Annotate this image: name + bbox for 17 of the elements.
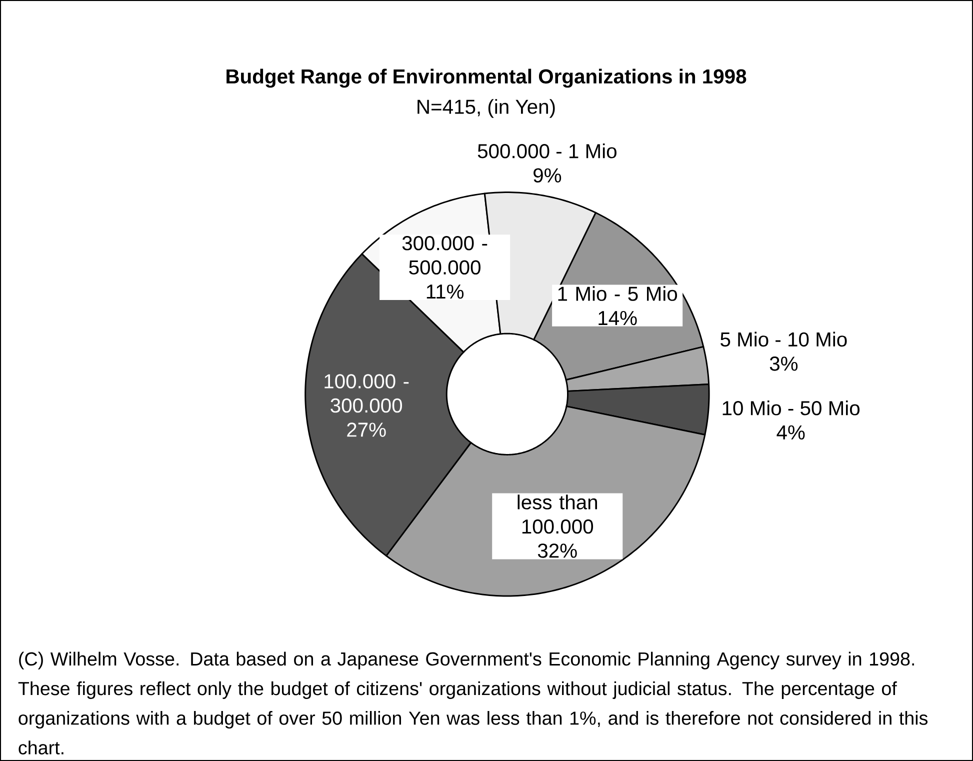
data-label: 14%	[598, 310, 637, 326]
text: (C) Wilhelm Vosse. Data based on a Japanese Government's Economic Planning Agency survey in 1998. These figures reflect only the budget of citizens' organizations without judicial status. The percentage of organizations with a budget of over 50 million Yen was less than 1%, and is therefore not considered in this chart.	[18, 652, 928, 754]
slice-label: less than 100.000	[518, 494, 598, 534]
data-label: 3%	[770, 356, 798, 371]
slice-label: 10 Mio - 50 Mio	[722, 400, 860, 416]
slice-label: 300.000 - 500.000	[402, 236, 488, 275]
chart-subtitle: N=415, (in Yen)	[418, 99, 555, 118]
data-label: 9%	[534, 168, 562, 182]
data-label: 4%	[776, 425, 805, 440]
slice-label: 500.000 - 1 Mio	[478, 143, 616, 158]
slice-label: 5 Mio - 10 Mio	[720, 332, 847, 347]
slice-label: 100.000 - 300.000	[324, 374, 409, 413]
data-label: 27%	[347, 422, 386, 437]
data-label: 32%	[538, 544, 577, 558]
chart-title: Budget Range of Environmental Organizations in 1998	[226, 68, 746, 88]
data-label: 11%	[426, 284, 464, 299]
slice-label: 1 Mio - 5 Mio	[558, 286, 678, 301]
